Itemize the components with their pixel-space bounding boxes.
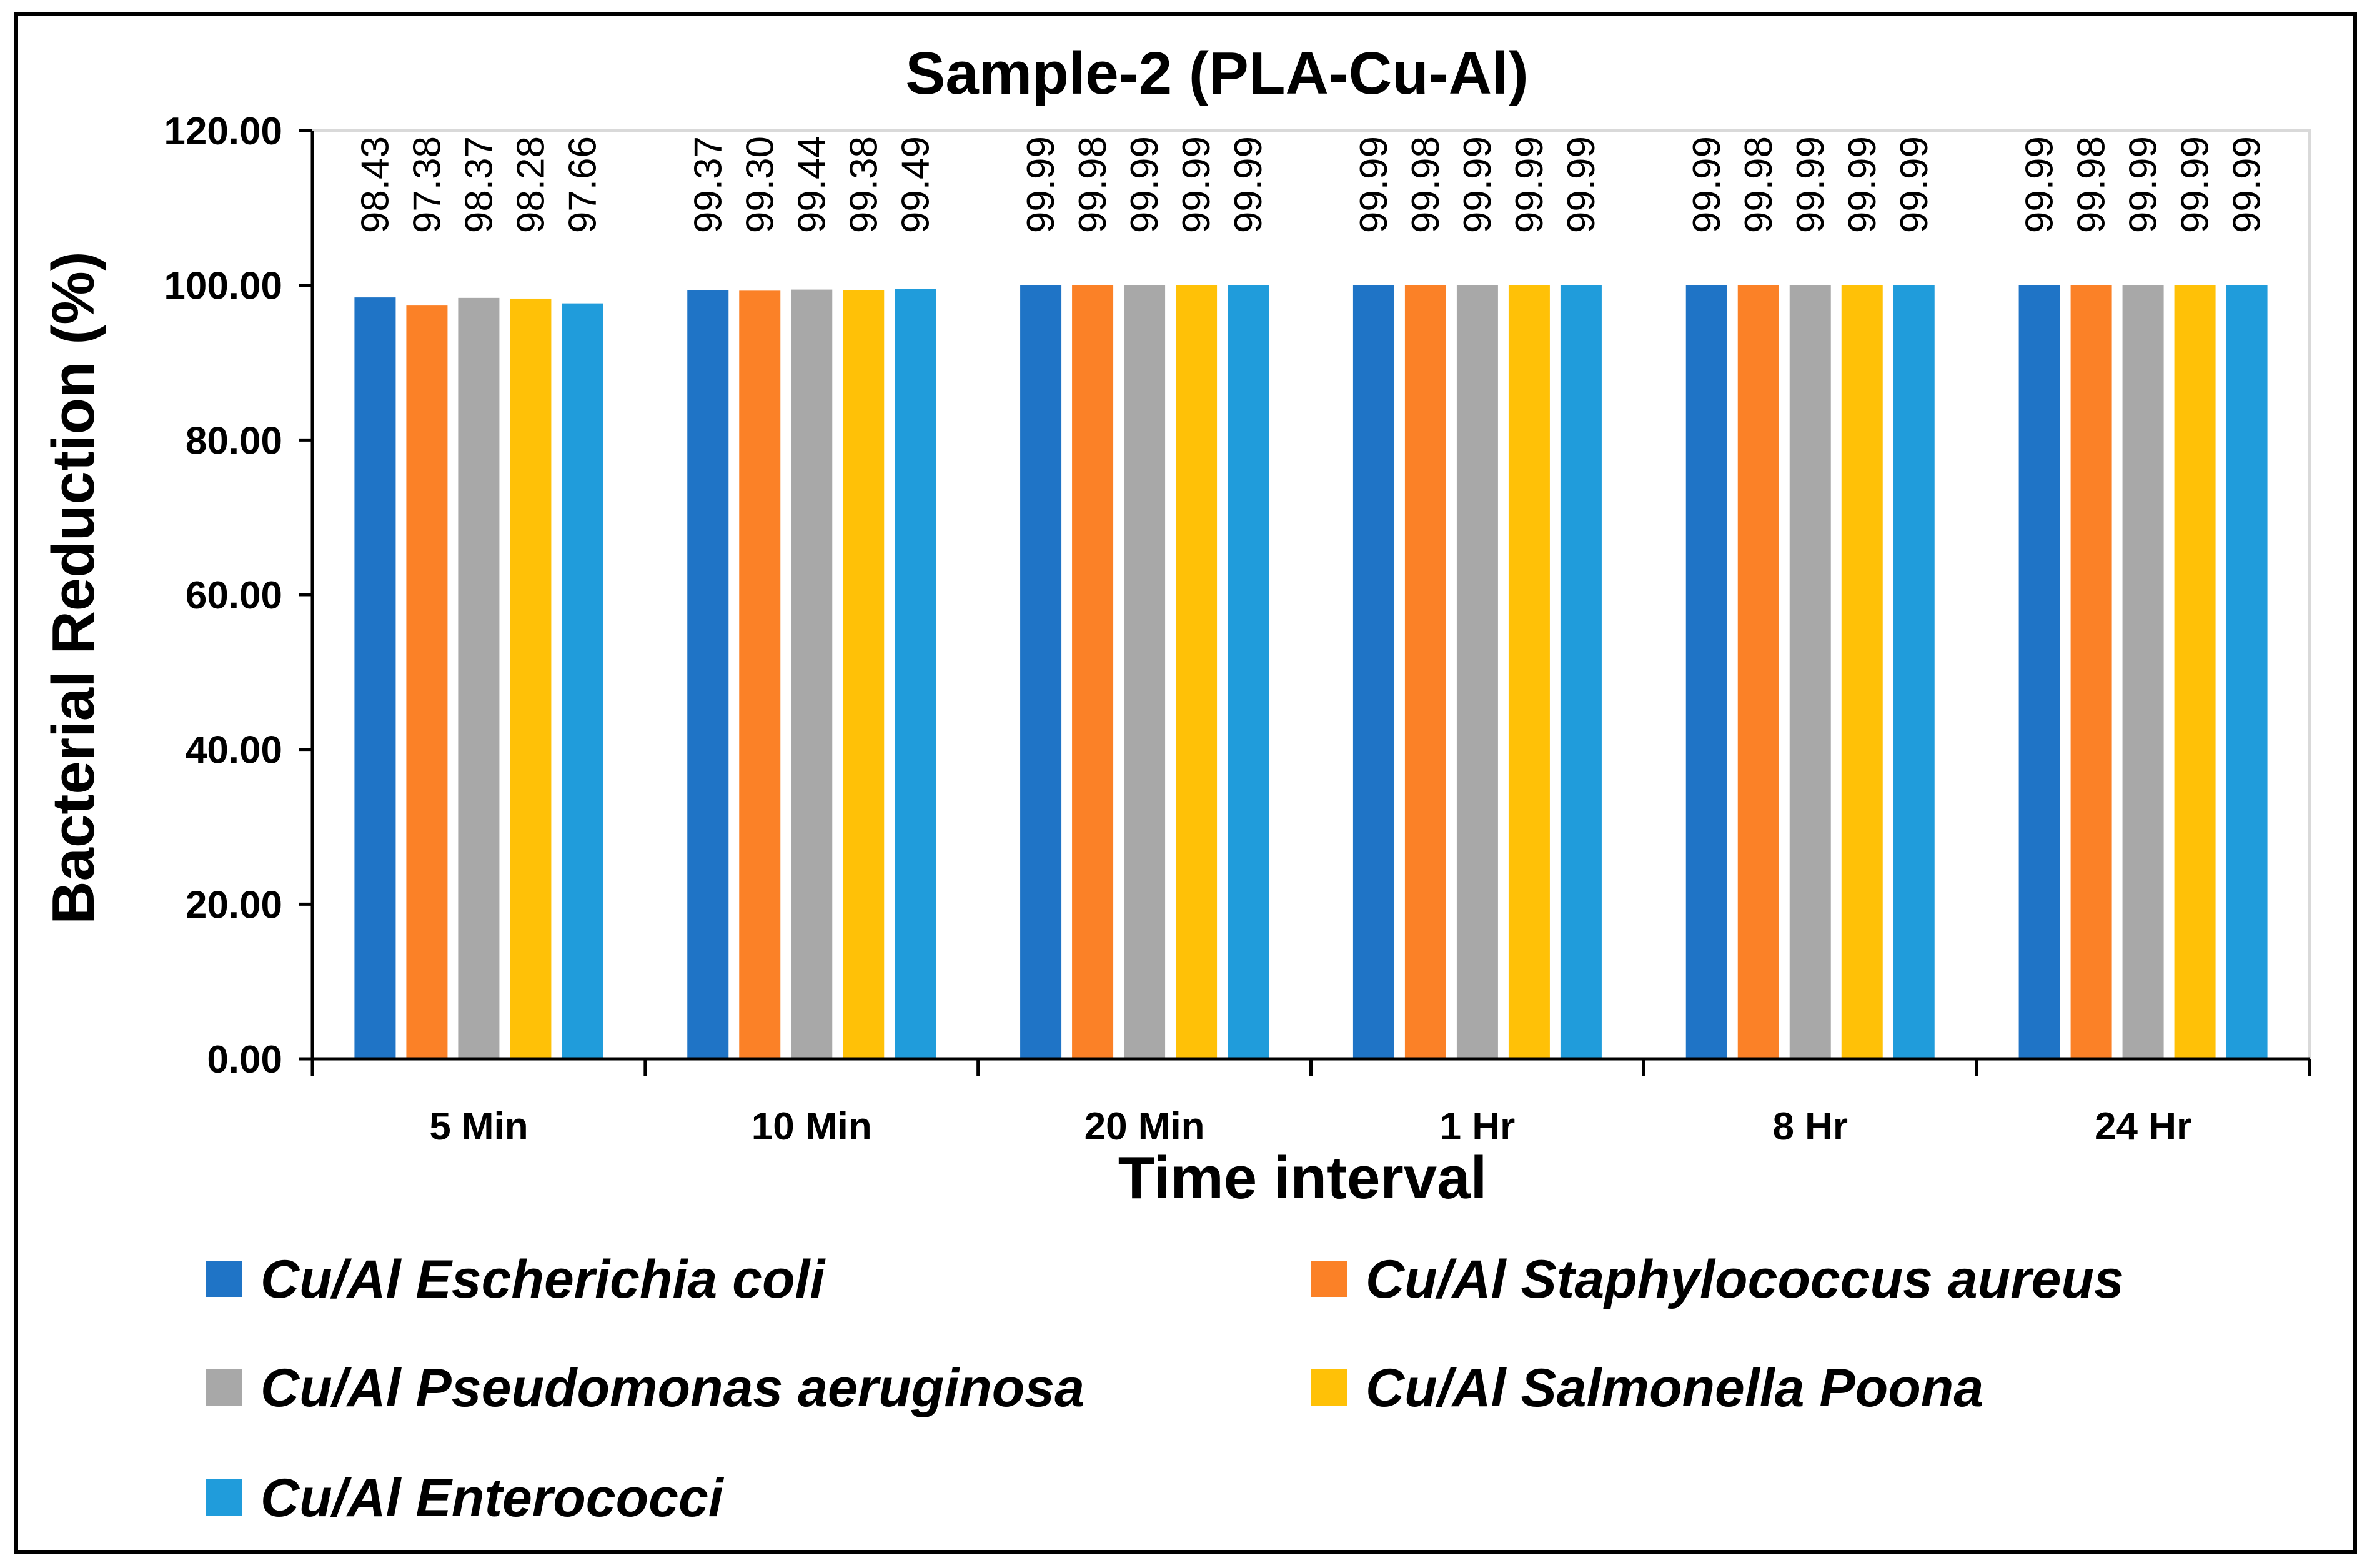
bar-1-5-min (354, 297, 396, 1059)
data-label: 99.98 (1737, 136, 1780, 233)
bar-4-8-hr (1841, 285, 1883, 1059)
bars-layer: 98.43 97.38 98.37 98.28 97.66 99.37 99.30 99.44… (354, 136, 2269, 1059)
data-label: 99.99 (1123, 136, 1166, 233)
data-label: 99.99 (1841, 136, 1884, 233)
legend-swatch (1311, 1369, 1347, 1406)
data-label: 99.99 (2174, 136, 2217, 233)
data-label: 99.38 (842, 136, 885, 233)
x-axis-title: Time interval (1118, 1144, 1487, 1211)
x-tick-label: 5 Min (429, 1105, 528, 1148)
data-label: 99.99 (1227, 136, 1270, 233)
x-tick-label: 20 Min (1084, 1105, 1205, 1148)
legend-label: Cu/Al Staphylococcus aureus (1366, 1249, 2124, 1309)
data-label: 98.43 (354, 136, 397, 233)
bar-3-20-min (1124, 285, 1166, 1059)
y-tick-label: 80.00 (186, 419, 282, 462)
bar-3-5-min (458, 297, 500, 1059)
data-label: 99.99 (1685, 136, 1729, 233)
bar-4-10-min (843, 290, 885, 1059)
legend-swatch (206, 1369, 242, 1406)
data-label: 97.38 (405, 136, 449, 233)
y-axis-title: Bacterial Reduction (%) (40, 251, 107, 925)
bar-2-24-hr (2070, 285, 2112, 1059)
data-label: 99.99 (1789, 136, 1832, 233)
legend-swatch (206, 1261, 242, 1297)
bar-5-8-hr (1893, 285, 1935, 1059)
bar-1-1-hr (1352, 285, 1394, 1059)
chart-title: Sample-2 (PLA-Cu-Al) (905, 40, 1528, 107)
data-label: 99.99 (1560, 136, 1603, 233)
bar-4-1-hr (1508, 285, 1550, 1059)
y-tick-label: 100.00 (164, 265, 282, 308)
legend-label: Cu/Al Escherichia coli (261, 1249, 826, 1309)
y-tick-label: 20.00 (186, 883, 282, 926)
data-label: 99.99 (2018, 136, 2062, 233)
bar-2-10-min (739, 290, 781, 1059)
data-label: 99.98 (1404, 136, 1447, 233)
data-label: 99.30 (738, 136, 782, 233)
data-label: 99.99 (2226, 136, 2269, 233)
data-label: 99.99 (1175, 136, 1218, 233)
bar-5-24-hr (2226, 285, 2268, 1059)
data-label: 98.37 (457, 136, 500, 233)
data-label: 99.49 (894, 136, 937, 233)
legend-swatch (1311, 1261, 1347, 1297)
x-tick-label: 8 Hr (1772, 1105, 1848, 1148)
data-label: 99.99 (1893, 136, 1936, 233)
data-label: 97.66 (561, 136, 604, 233)
bar-1-8-hr (1685, 285, 1727, 1059)
y-tick-label: 40.00 (186, 729, 282, 772)
data-label: 98.28 (509, 136, 552, 233)
y-tick-label: 60.00 (186, 574, 282, 617)
bar-2-20-min (1072, 285, 1114, 1059)
x-tick-label: 10 Min (752, 1105, 872, 1148)
x-tick-label: 1 Hr (1440, 1105, 1516, 1148)
bar-2-8-hr (1737, 285, 1779, 1059)
y-tick-label: 120.00 (164, 110, 282, 153)
legend: Cu/Al Escherichia coli Cu/Al Staphylococc… (206, 1249, 2124, 1528)
bar-3-1-hr (1456, 285, 1498, 1059)
bar-2-5-min (406, 305, 448, 1059)
bar-1-10-min (687, 290, 729, 1059)
bar-1-20-min (1020, 285, 1062, 1059)
y-tick-label: 0.00 (207, 1038, 282, 1081)
data-label: 99.98 (1071, 136, 1114, 233)
bar-3-10-min (791, 289, 833, 1059)
data-label: 99.99 (2122, 136, 2165, 233)
data-label: 99.98 (2070, 136, 2113, 233)
bar-4-20-min (1176, 285, 1218, 1059)
data-label: 99.44 (790, 136, 833, 233)
x-tick-label: 24 Hr (2095, 1105, 2191, 1148)
data-label: 99.37 (687, 136, 730, 233)
bar-3-24-hr (2122, 285, 2164, 1059)
bar-4-5-min (510, 298, 552, 1059)
bar-5-10-min (895, 289, 936, 1059)
data-label: 99.99 (1456, 136, 1499, 233)
data-label: 99.99 (1352, 136, 1396, 233)
bar-1-24-hr (2018, 285, 2060, 1059)
data-label: 99.99 (1020, 136, 1063, 233)
bar-3-8-hr (1789, 285, 1831, 1059)
legend-label: Cu/Al Pseudomonas aeruginosa (261, 1358, 1084, 1418)
bar-2-1-hr (1404, 285, 1446, 1059)
bar-4-24-hr (2174, 285, 2216, 1059)
legend-label: Cu/Al Salmonella Poona (1366, 1358, 1983, 1418)
bar-5-20-min (1228, 285, 1269, 1059)
legend-swatch (206, 1479, 242, 1516)
axes-layer: 0.00 20.00 40.00 60.00 80.00 100.00 120.00 5 Mi… (164, 110, 2311, 1148)
bar-5-5-min (562, 303, 603, 1059)
data-label: 99.99 (1508, 136, 1551, 233)
bar-5-1-hr (1560, 285, 1602, 1059)
legend-label: Cu/Al Enterococci (261, 1468, 725, 1528)
